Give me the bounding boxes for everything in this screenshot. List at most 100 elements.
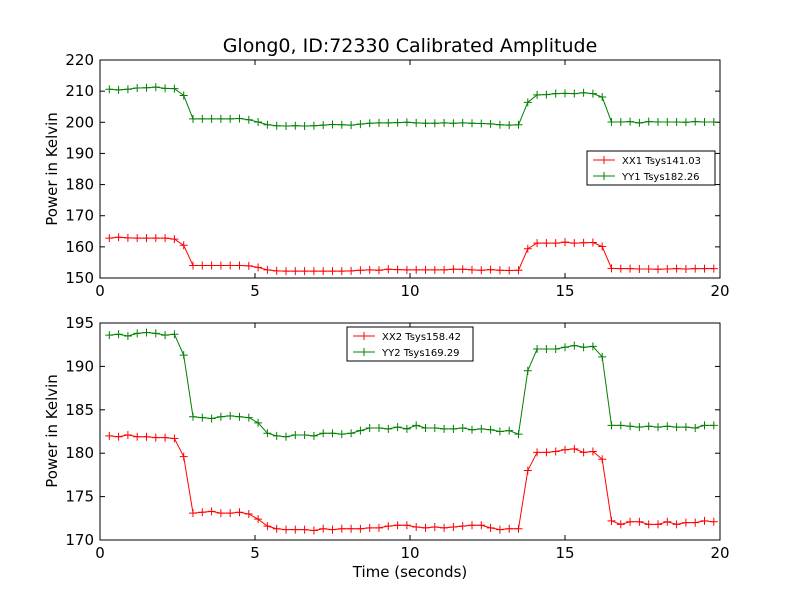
top-legend-marker-1 <box>600 156 608 164</box>
bottom-series-2-point <box>421 424 430 433</box>
top-series-2-point <box>551 89 560 98</box>
top-series-2-point <box>226 114 235 123</box>
bottom-series-1-point <box>133 432 142 441</box>
top-series-1-point <box>282 267 290 276</box>
top-series-2-point <box>328 120 337 129</box>
bottom-series-2-point <box>663 422 672 431</box>
top-panel: Power in Kelvin 0 5 10 15 20 150 160 170 180 190 2… <box>43 51 730 300</box>
top-series-2-point <box>523 98 532 107</box>
bottom-xtick-label: 15 <box>555 544 574 562</box>
bottom-series-2-point <box>449 424 458 433</box>
top-series-2-point <box>337 120 346 129</box>
bottom-series-2-point <box>514 430 523 439</box>
bottom-series-2-point <box>161 331 170 340</box>
top-series-1-point <box>430 265 439 274</box>
bottom-series-1-point <box>282 525 290 534</box>
top-series-2-point <box>272 121 281 130</box>
bottom-series-1-point <box>709 517 718 526</box>
bottom-xtick-label: 5 <box>250 544 260 562</box>
bottom-series-2-point <box>244 413 253 422</box>
top-legend-label-1: XX1 Tsys141.03 <box>622 156 701 167</box>
top-series-2-point <box>681 118 690 127</box>
top-series-1-point <box>626 264 635 273</box>
bottom-series-1-point <box>644 520 653 529</box>
bottom-series-1-point <box>347 524 356 533</box>
top-series-1-point <box>700 264 709 273</box>
top-series-1-point <box>309 267 318 276</box>
bottom-series-2-point <box>495 427 504 436</box>
top-series-2-point <box>133 84 142 93</box>
top-series-2-point <box>291 121 300 130</box>
top-series-2-point <box>282 122 290 131</box>
top-series-2-point <box>533 90 542 99</box>
top-series-1-point <box>486 265 495 274</box>
bottom-panel: Power in Kelvin Time (seconds) 0 5 10 15 20 1… <box>43 314 730 581</box>
top-series-1-point <box>263 265 272 274</box>
bottom-series-1-point <box>328 525 337 534</box>
bottom-series-1-point <box>672 520 681 529</box>
bottom-ytick-label: 180 <box>65 444 94 462</box>
top-series-2-point <box>254 117 263 126</box>
top-series-2-point <box>114 85 123 94</box>
top-series-1-point <box>468 265 476 274</box>
bottom-series-1-point <box>300 525 309 534</box>
bottom-series-2-point <box>123 332 132 341</box>
top-series-1-point <box>189 261 197 270</box>
top-ylabel: Power in Kelvin <box>43 112 61 226</box>
top-series-2-point <box>123 85 132 94</box>
top-ytick-label: 210 <box>65 82 94 100</box>
top-series-1-point <box>161 234 170 243</box>
bottom-series-2-point <box>347 429 356 438</box>
bottom-series-2-point <box>654 423 662 432</box>
top-series-2-point <box>505 121 514 130</box>
top-series-1-point <box>105 234 114 243</box>
top-series-2-point <box>495 120 504 129</box>
bottom-series-2-point <box>533 345 542 354</box>
top-series-2-point <box>179 91 188 100</box>
top-series-2-point <box>607 117 616 126</box>
bottom-series-2-point <box>328 429 337 438</box>
bottom-series-1-point <box>309 526 318 535</box>
top-series-1-point <box>319 267 328 276</box>
top-series-2-point <box>105 85 114 94</box>
top-series-2-point <box>412 118 421 127</box>
bottom-series-1-point <box>458 522 467 531</box>
top-series-2-point <box>486 119 495 128</box>
top-series-1-point <box>328 267 337 276</box>
bottom-series-1-point <box>319 524 328 533</box>
bottom-xlabel: Time (seconds) <box>352 563 468 581</box>
top-series-1-point <box>449 265 458 274</box>
top-series-1-point <box>235 261 244 270</box>
top-series-2-point <box>542 90 551 99</box>
bottom-series-1-point <box>449 522 458 531</box>
top-series-1-point <box>151 234 160 243</box>
bottom-series-2-point <box>114 330 123 339</box>
bottom-series-1-point <box>105 431 114 440</box>
bottom-series-2-point <box>402 424 411 433</box>
bottom-series-1-point <box>551 447 560 456</box>
top-series-2-point <box>300 122 309 131</box>
bottom-series-1-point <box>216 509 225 518</box>
top-series-1-point <box>579 238 588 247</box>
bottom-series-1-point <box>691 518 700 527</box>
top-ytick-label: 200 <box>65 113 94 131</box>
bottom-series-2-point <box>291 430 300 439</box>
bottom-series-1-point <box>142 432 151 441</box>
bottom-series-2-point <box>709 421 718 430</box>
top-series-2-point <box>356 120 365 129</box>
bottom-series-1-point <box>430 522 439 531</box>
bottom-series-2-point <box>189 412 197 421</box>
bottom-series-2-point <box>319 429 328 438</box>
bottom-series-2-point <box>430 424 439 433</box>
bottom-series-1-point <box>421 523 430 532</box>
bottom-series-1-point <box>412 522 421 531</box>
top-series-2-point <box>189 114 197 123</box>
bottom-series-1-point <box>598 455 607 464</box>
bottom-series-2-point <box>356 426 365 435</box>
top-series-2-point <box>635 118 644 127</box>
top-series-2-point <box>309 121 318 130</box>
top-series-2-point <box>654 117 662 126</box>
bottom-series-1-point <box>170 434 179 443</box>
top-ytick-label: 160 <box>65 238 94 256</box>
top-series-1-point <box>523 244 532 253</box>
